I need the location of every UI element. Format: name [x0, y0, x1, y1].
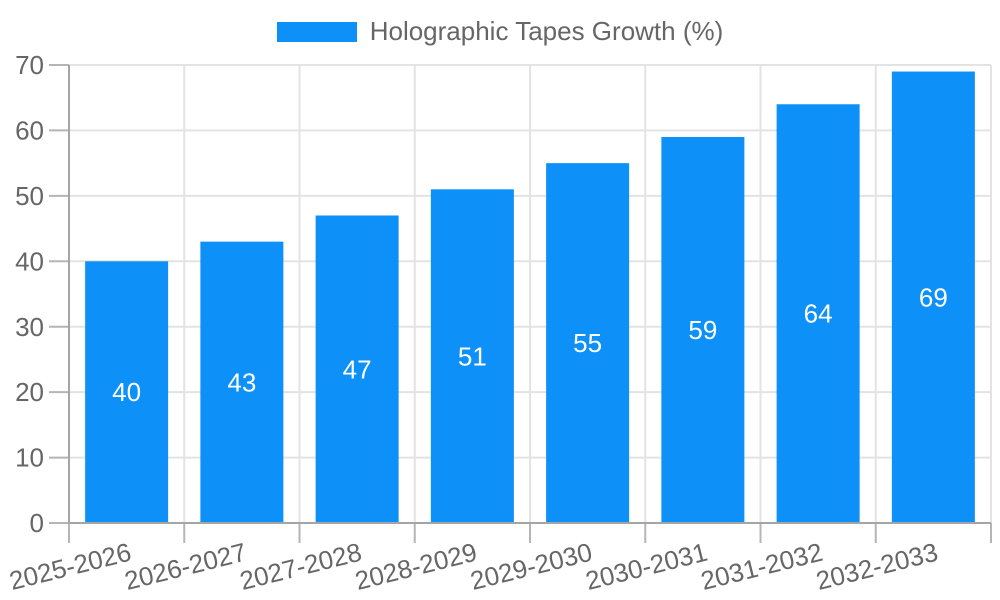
x-tick-label: 2025-2026: [6, 537, 134, 596]
y-tick-label: 20: [15, 377, 44, 407]
bar-value-label: 51: [458, 341, 487, 371]
bar[interactable]: [200, 241, 284, 523]
x-tick-label: 2030-2031: [582, 537, 710, 596]
y-tick-label: 50: [15, 181, 44, 211]
legend-label: Holographic Tapes Growth (%): [369, 16, 724, 46]
bar-value-label: 47: [343, 354, 372, 384]
bar-value-label: 69: [919, 282, 948, 312]
bar-value-label: 64: [804, 299, 833, 329]
y-tick-label: 60: [15, 116, 44, 146]
bar[interactable]: [776, 104, 860, 523]
bar-value-label: 40: [112, 377, 141, 407]
bar[interactable]: [85, 261, 169, 523]
bar[interactable]: [891, 71, 975, 524]
bar[interactable]: [661, 136, 745, 523]
y-tick-label: 70: [15, 50, 44, 80]
x-tick-label: 2027-2028: [237, 537, 365, 596]
y-tick-label: 40: [15, 246, 44, 276]
x-tick-label: 2031-2032: [698, 537, 826, 596]
bar-value-label: 43: [227, 367, 256, 397]
legend-swatch: [276, 21, 357, 42]
x-tick-label: 2032-2033: [813, 537, 941, 596]
legend: Holographic Tapes Growth (%): [0, 16, 1000, 47]
bar[interactable]: [546, 163, 630, 523]
bar[interactable]: [430, 189, 514, 524]
x-tick-label: 2028-2029: [352, 537, 480, 596]
bar-value-label: 59: [688, 315, 717, 345]
x-tick-label: 2026-2027: [121, 537, 249, 596]
bar-value-label: 55: [573, 328, 602, 358]
x-tick-label: 2029-2030: [467, 537, 595, 596]
bar[interactable]: [315, 215, 399, 523]
y-tick-label: 10: [15, 443, 44, 473]
y-tick-label: 0: [30, 508, 44, 538]
y-tick-label: 30: [15, 312, 44, 342]
legend-item[interactable]: Holographic Tapes Growth (%): [276, 16, 724, 47]
